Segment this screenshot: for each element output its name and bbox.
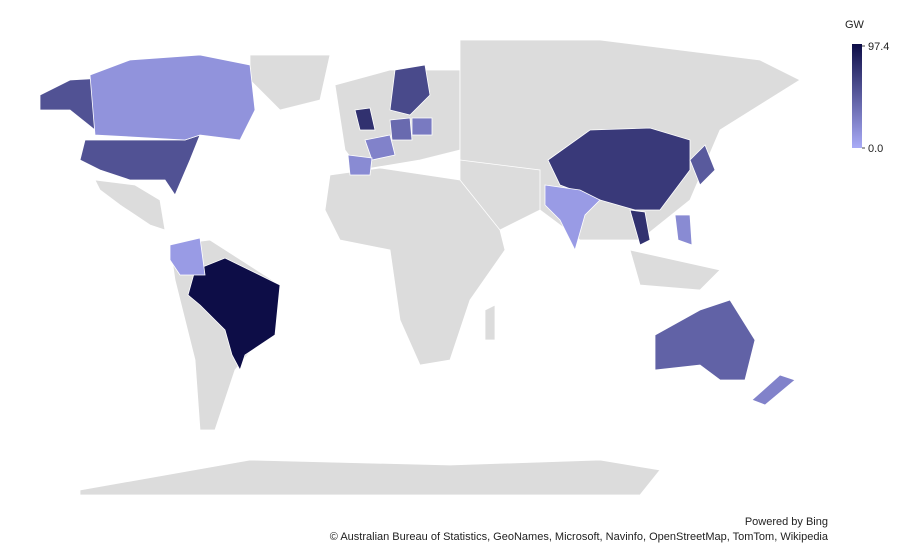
country [389,117,413,141]
powered-by: Powered by Bing [745,516,828,528]
country [364,134,396,161]
legend-bar [852,44,862,148]
country [674,214,693,246]
attribution: © Australian Bureau of Statistics, GeoNa… [330,531,829,543]
countries [39,54,796,406]
country [187,257,281,372]
land [629,249,721,291]
land [94,179,166,231]
country [751,374,796,406]
country [389,64,431,116]
country [629,209,651,246]
country [89,54,256,141]
country [169,237,206,276]
land [484,304,496,341]
land [249,54,331,111]
legend-title: GW [845,19,865,31]
legend-tick-label: 97.4 [868,41,889,53]
legend-tick-label: 0.0 [868,143,883,155]
country [411,117,433,136]
country [354,107,376,131]
country [347,154,373,176]
country [544,184,601,252]
country [689,144,716,186]
land [79,459,661,496]
land [324,167,506,366]
country [654,299,756,381]
